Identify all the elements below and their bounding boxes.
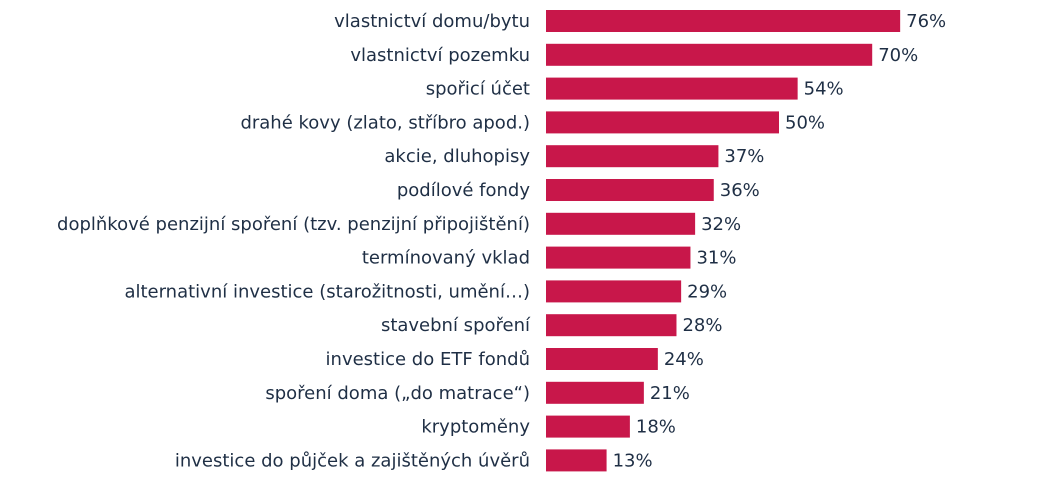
- category-label: stavební spoření: [381, 315, 531, 336]
- value-label: 28%: [682, 315, 722, 336]
- value-label: 50%: [785, 112, 825, 133]
- bar: [546, 348, 658, 370]
- category-label: termínovaný vklad: [362, 248, 530, 269]
- category-label: drahé kovy (zlato, stříbro apod.): [240, 112, 530, 133]
- category-label: investice do půjček a zajištěných úvěrů: [175, 450, 530, 471]
- bar: [546, 449, 607, 472]
- category-label: spořicí účet: [426, 79, 530, 100]
- category-label: investice do ETF fondů: [326, 349, 530, 370]
- value-label: 70%: [878, 45, 918, 66]
- category-label: vlastnictví domu/bytu: [334, 11, 530, 32]
- value-label: 36%: [720, 180, 760, 201]
- bar: [546, 145, 719, 168]
- bar: [546, 212, 696, 235]
- value-label: 76%: [906, 11, 946, 32]
- value-label: 24%: [664, 349, 704, 370]
- value-label: 29%: [687, 281, 727, 302]
- category-label: kryptoměny: [421, 417, 530, 438]
- bar: [546, 179, 714, 201]
- bar: [546, 246, 691, 269]
- bar: [546, 381, 644, 404]
- category-label: akcie, dluhopisy: [384, 146, 530, 167]
- bar: [546, 280, 682, 303]
- category-label: spoření doma („do matrace“): [265, 383, 530, 404]
- value-label: 37%: [724, 146, 764, 167]
- bar: [546, 10, 901, 32]
- value-label: 32%: [701, 214, 741, 235]
- value-label: 21%: [650, 383, 690, 404]
- category-label: doplňkové penzijní spoření (tzv. penzijn…: [57, 214, 530, 235]
- value-label: 18%: [636, 417, 676, 438]
- category-label: vlastnictví pozemku: [350, 45, 530, 66]
- value-label: 31%: [696, 248, 736, 269]
- bar: [546, 43, 873, 66]
- value-label: 54%: [804, 79, 844, 100]
- category-label: podílové fondy: [397, 180, 531, 201]
- bar: [546, 314, 677, 337]
- bar: [546, 77, 798, 100]
- bar: [546, 415, 630, 438]
- value-label: 13%: [613, 450, 653, 471]
- bar: [546, 111, 779, 134]
- category-label: alternativní investice (starožitnosti, u…: [124, 281, 530, 302]
